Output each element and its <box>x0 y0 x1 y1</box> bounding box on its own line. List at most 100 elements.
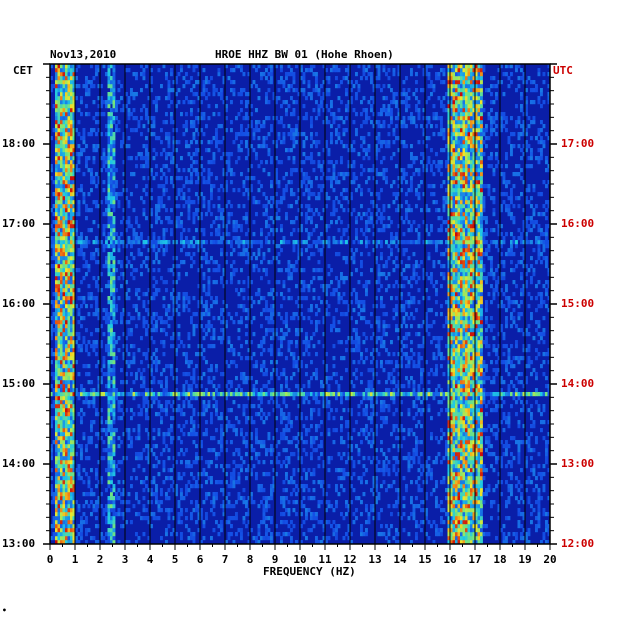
spectrogram-cell <box>437 336 441 341</box>
spectrogram-cell <box>192 324 196 329</box>
spectrogram-cell <box>70 288 73 293</box>
spectrogram-cell <box>222 488 226 493</box>
spectrogram-cell <box>405 332 408 337</box>
spectrogram-cell <box>110 320 113 325</box>
spectrogram-cell <box>185 396 188 401</box>
spectrogram-cell <box>390 432 393 437</box>
spectrogram-cell <box>392 424 396 429</box>
spectrogram-cell <box>465 516 468 521</box>
spectrogram-cell <box>62 440 66 445</box>
spectrogram-cell <box>527 324 531 329</box>
spectrogram-cell <box>480 492 483 497</box>
spectrogram-cell <box>447 348 451 353</box>
spectrogram-cell <box>537 320 541 325</box>
spectrogram-cell <box>107 480 111 485</box>
spectrogram-cell <box>455 288 458 293</box>
spectrogram-cell <box>467 448 471 453</box>
spectrogram-cell <box>387 388 391 393</box>
spectrogram-cell <box>280 540 283 545</box>
spectrogram-cell <box>385 312 388 317</box>
spectrogram-cell <box>535 320 538 325</box>
spectrogram-cell <box>470 444 473 449</box>
spectrogram-cell <box>182 292 186 297</box>
spectrogram-cell <box>455 292 458 297</box>
spectrogram-cell <box>285 320 288 325</box>
spectrogram-cell <box>142 532 146 537</box>
spectrogram-cell <box>247 376 251 381</box>
spectrogram-cell <box>280 536 283 541</box>
spectrogram-cell <box>67 468 71 473</box>
spectrogram-cell <box>165 312 168 317</box>
spectrogram-cell <box>262 340 266 345</box>
spectrogram-cell <box>285 416 288 421</box>
spectrogram-cell <box>452 512 456 517</box>
spectrogram-cell <box>520 372 523 377</box>
spectrogram-cell <box>532 464 536 469</box>
spectrogram-cell <box>197 424 201 429</box>
spectrogram-cell <box>137 428 141 433</box>
spectrogram-cell <box>222 332 226 337</box>
spectrogram-cell <box>352 372 356 377</box>
spectrogram-cell <box>497 472 501 477</box>
spectrogram-cell <box>310 452 313 457</box>
spectrogram-cell <box>330 376 333 381</box>
spectrogram-cell <box>462 392 466 397</box>
spectrogram-cell <box>447 304 451 309</box>
spectrogram-cell <box>65 308 68 313</box>
spectrogram-cell <box>290 452 293 457</box>
spectrogram-cell <box>452 488 456 493</box>
spectrogram-cell <box>92 508 96 513</box>
spectrogram-cell <box>542 464 546 469</box>
spectrogram-cell <box>280 388 283 393</box>
spectrogram-cell <box>57 364 61 369</box>
spectrogram-cell <box>365 520 368 525</box>
spectrogram-cell <box>542 300 546 305</box>
spectrogram-cell <box>110 532 113 537</box>
spectrogram-cell <box>262 496 266 501</box>
spectrogram-cell <box>197 304 201 309</box>
spectrogram-cell <box>485 404 488 409</box>
spectrogram-cell <box>57 312 61 317</box>
spectrogram-cell <box>480 536 483 541</box>
spectrogram-cell <box>292 352 296 357</box>
spectrogram-cell <box>132 344 136 349</box>
spectrogram-cell <box>527 496 531 501</box>
spectrogram-cell <box>205 388 208 393</box>
spectrogram-cell <box>362 308 366 313</box>
spectrogram-cell <box>460 464 463 469</box>
spectrogram-cell <box>335 524 338 529</box>
spectrogram-cell <box>465 500 468 505</box>
spectrogram-cell <box>112 340 116 345</box>
spectrogram-cell <box>462 368 466 373</box>
spectrogram-cell <box>477 420 481 425</box>
spectrogram-cell <box>457 312 461 317</box>
spectrogram-cell <box>465 384 468 389</box>
spectrogram-cell <box>247 348 251 353</box>
spectrogram-cell <box>137 412 141 417</box>
spectrogram-cell <box>57 508 61 513</box>
spectrogram-cell <box>67 504 71 509</box>
spectrogram-cell <box>460 536 463 541</box>
spectrogram-cell <box>317 464 321 469</box>
spectrogram-cell <box>372 388 376 393</box>
spectrogram-cell <box>490 516 493 521</box>
spectrogram-cell <box>510 344 513 349</box>
spectrogram-cell <box>447 340 451 345</box>
spectrogram-cell <box>540 392 543 397</box>
spectrogram-cell <box>307 400 311 405</box>
spectrogram-cell <box>477 516 481 521</box>
spectrogram-cell <box>467 340 471 345</box>
spectrogram-cell <box>470 532 473 537</box>
spectrogram-cell <box>392 464 396 469</box>
spectrogram-cell <box>205 428 208 433</box>
spectrogram-cell <box>67 308 71 313</box>
spectrogram-cell <box>377 288 381 293</box>
spectrogram-cell <box>155 392 158 397</box>
spectrogram-cell <box>547 348 551 353</box>
spectrogram-cell <box>405 364 408 369</box>
spectrogram-cell <box>207 328 211 333</box>
spectrogram-cell <box>325 364 328 369</box>
spectrogram-cell <box>512 300 516 305</box>
spectrogram-cell <box>177 344 181 349</box>
spectrogram-cell <box>447 324 451 329</box>
